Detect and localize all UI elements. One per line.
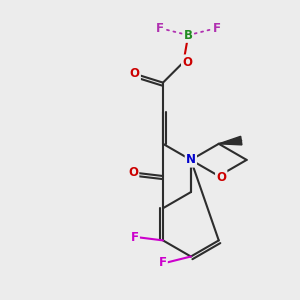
Text: O: O (182, 56, 192, 69)
Text: F: F (131, 231, 139, 244)
Text: O: O (130, 67, 140, 80)
Text: B: B (184, 29, 193, 42)
Text: O: O (216, 171, 226, 184)
Text: O: O (128, 166, 138, 179)
Text: F: F (212, 22, 220, 35)
Polygon shape (219, 136, 242, 145)
Text: F: F (156, 22, 164, 35)
Text: F: F (159, 256, 167, 269)
Text: N: N (186, 153, 196, 167)
